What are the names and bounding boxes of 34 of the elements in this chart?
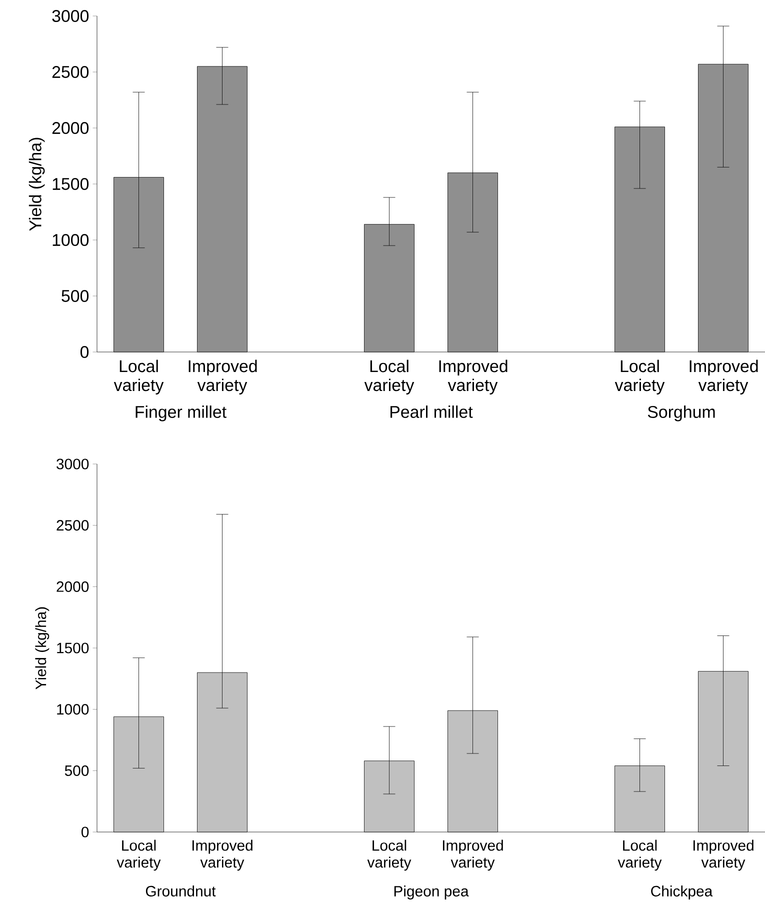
x-tick-label: Local variety [367,840,412,871]
y-tick-label: 500 [64,765,89,776]
y-axis-title: Yield (kg/ha) [35,607,50,690]
y-tick-label: 1000 [52,234,89,246]
y-tick-label: 500 [62,290,89,302]
x-tick-label: Improved variety [442,840,503,871]
x-tick-label: Improved variety [192,840,252,871]
x-tick-label: Improved variety [690,360,758,394]
y-tick-label: 1500 [57,642,89,654]
text: Finger millet [136,406,226,422]
y-tick-label: 3000 [52,10,89,22]
y-tick-label: 2500 [52,66,89,78]
x-tick-label: Local variety [614,360,665,394]
text: Pearl millet [390,406,473,418]
text: Chickpea [651,886,713,900]
y-tick-label: 2500 [56,520,89,531]
y-axis-title: Yield (kg/ha) [28,138,45,231]
x-tick-label: Local variety [364,360,414,394]
y-tick-label: 2000 [52,122,89,134]
x-tick-label: Improved variety [693,840,754,871]
text: Groundnut [146,886,216,896]
y-tick-label: 0 [81,826,89,838]
y-tick-label: 3000 [56,458,89,470]
x-tick-label: Improved variety [439,360,508,394]
x-tick-label: Improved variety [188,360,257,394]
text: Sorghum [648,406,715,422]
y-tick-label: 0 [80,346,89,358]
x-tick-label: Local variety [116,840,161,871]
x-tick-label: Local variety [618,840,662,871]
y-tick-label: 2000 [56,581,89,592]
x-tick-label: Local variety [114,360,164,394]
y-tick-label: 1000 [57,704,89,715]
text: Pigeon pea [394,886,469,900]
y-tick-label: 1500 [52,178,89,190]
